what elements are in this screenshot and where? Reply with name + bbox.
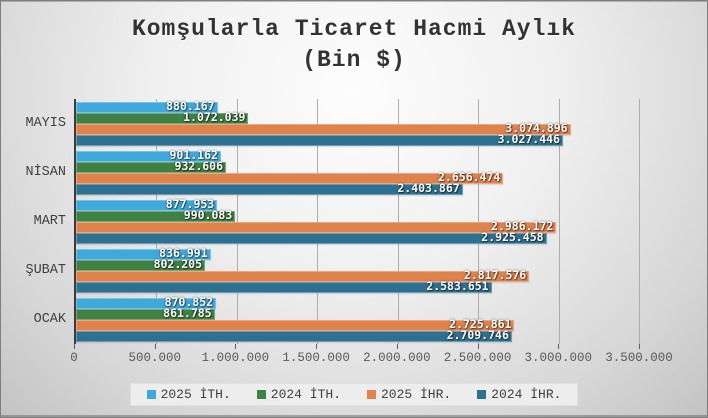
bar-2024 İTH.-NİSAN: 932.606 <box>76 159 227 174</box>
chart-title-line2: (Bin $) <box>302 47 406 73</box>
bar-value-label: 1.072.039 <box>183 110 246 125</box>
bar-value-label: 2.986.172 <box>491 219 554 234</box>
bar-value-label: 2.925.458 <box>481 230 544 245</box>
bar-value-label: 880.167 <box>166 99 215 114</box>
bar-group-OCAK: 870.852 861.785 2.725.861 2.709.746 <box>76 295 639 344</box>
bar-value-label: 802.205 <box>153 257 203 272</box>
bar-2024 İHR.-MAYIS: 3.027.446 <box>76 132 563 147</box>
legend-label: 2024 İTH. <box>270 387 341 402</box>
legend-label: 2025 İHR. <box>381 387 452 402</box>
bar-value-label: 870.852 <box>164 295 214 310</box>
bar-2024 İTH.-ŞUBAT: 802.205 <box>76 257 206 272</box>
x-tick-label: 0 <box>70 351 78 365</box>
bar-2025 İTH.-OCAK: 870.852 <box>76 295 217 310</box>
bar-value-label: 901.162 <box>169 148 218 163</box>
bar-value-label: 3.074.896 <box>505 121 568 136</box>
bar-2025 İHR.-MART: 2.986.172 <box>76 219 557 234</box>
category-label-3: MART <box>33 214 66 229</box>
bar-group-MAYIS: 880.167 1.072.039 3.074.896 3.027.446 <box>76 99 639 148</box>
x-tick-mark <box>316 344 318 349</box>
category-label-1: MAYIS <box>25 116 66 131</box>
x-tick-label: 1.000.000 <box>201 351 270 365</box>
gridline <box>558 99 560 344</box>
bar-value-label: 2.403.867 <box>397 181 460 196</box>
legend-label: 2025 İTH. <box>160 387 231 402</box>
x-tick-mark <box>396 344 398 349</box>
x-tick-mark <box>558 344 560 349</box>
bar-value-label: 932.606 <box>174 159 224 174</box>
legend-swatch-icon <box>256 390 266 399</box>
bar-2025 İTH.-ŞUBAT: 836.991 <box>76 246 211 261</box>
x-tick-label: 500.000 <box>128 351 181 365</box>
y-axis-category-labels: MAYIS NİSAN MART ŞUBAT OCAK <box>1 99 74 344</box>
bar-2024 İTH.-OCAK: 861.785 <box>76 306 215 321</box>
x-tick-label: 2.000.000 <box>363 351 431 365</box>
legend: 2025 İTH. 2024 İTH. 2025 İHR. 2024 İHR. <box>129 383 579 406</box>
bar-value-label: 2.583.651 <box>426 279 489 294</box>
bar-value-label: 2.709.746 <box>446 328 509 343</box>
plot-area: 880.167 1.072.039 3.074.896 3.027.446 901.16… <box>74 99 640 344</box>
bar-2024 İTH.-MART: 990.083 <box>76 208 236 223</box>
bar-value-label: 3.027.446 <box>497 132 560 147</box>
x-axis: 0 500.000 1.000.000 1.500.000 2.000.000 2.500… <box>70 344 673 370</box>
x-tick-label: 3.000.000 <box>524 351 593 365</box>
chart-title: Komşularla Ticaret Hacmi Aylık (Bin $) <box>1 1 707 76</box>
legend-item-2025 İHR.: 2025 İHR. <box>367 387 451 402</box>
bar-value-label: 877.953 <box>165 197 215 212</box>
x-tick-label: 1.500.000 <box>282 351 350 365</box>
legend-wrap: 2025 İTH. 2024 İTH. 2025 İHR. 2024 İHR. <box>1 383 707 406</box>
chart-body: MAYIS NİSAN MART ŞUBAT OCAK 880.167 1.072.039… <box>1 99 707 344</box>
bar-2025 İHR.-ŞUBAT: 2.817.576 <box>76 268 530 283</box>
bar-2025 İHR.-OCAK: 2.725.861 <box>76 317 515 332</box>
chart-title-line1: Komşularla Ticaret Hacmi Aylık <box>131 16 577 42</box>
category-label-2: NİSAN <box>25 165 66 180</box>
x-tick-mark <box>639 344 640 349</box>
legend-swatch-icon <box>367 390 376 399</box>
category-label-5: OCAK <box>33 312 66 327</box>
x-tick-mark <box>74 344 75 349</box>
legend-swatch-icon <box>477 390 487 399</box>
bar-value-label: 836.991 <box>159 246 208 261</box>
x-tick-mark <box>154 344 156 349</box>
bar-value-label: 861.785 <box>163 306 212 321</box>
x-tick-label: 3.500.000 <box>605 351 673 365</box>
x-tick-label: 2.500.000 <box>443 351 512 365</box>
bar-2024 İHR.-MART: 2.925.458 <box>76 230 547 245</box>
legend-item-2025 İTH.: 2025 İTH. <box>146 387 231 402</box>
bar-2024 İHR.-ŞUBAT: 2.583.651 <box>76 279 492 294</box>
bar-group-NİSAN: 901.162 932.606 2.656.474 2.403.867 <box>76 148 639 197</box>
bar-2025 İHR.-NİSAN: 2.656.474 <box>76 170 504 185</box>
bar-2025 İTH.-MART: 877.953 <box>76 197 218 212</box>
bar-group-ŞUBAT: 836.991 802.205 2.817.576 2.583.651 <box>76 246 639 295</box>
bar-2025 İHR.-MAYIS: 3.074.896 <box>76 121 571 136</box>
bar-value-label: 990.083 <box>183 208 233 223</box>
bar-value-label: 2.817.576 <box>463 268 527 283</box>
bar-2024 İTH.-MAYIS: 1.072.039 <box>76 110 249 125</box>
bar-2025 İTH.-MAYIS: 880.167 <box>76 99 218 114</box>
legend-item-2024 İHR.: 2024 İHR. <box>477 387 561 402</box>
bar-2025 İTH.-NİSAN: 901.162 <box>76 148 221 163</box>
bar-group-MART: 877.953 990.083 2.986.172 2.925.458 <box>76 197 639 246</box>
bar-value-label: 2.656.474 <box>438 170 501 185</box>
x-tick-mark <box>235 344 237 349</box>
gridline <box>639 99 640 344</box>
legend-label: 2024 İHR. <box>491 387 562 402</box>
legend-item-2024 İTH.: 2024 İTH. <box>256 387 341 402</box>
bar-2024 İHR.-OCAK: 2.709.746 <box>76 328 512 343</box>
x-tick-mark <box>477 344 479 349</box>
legend-swatch-icon <box>146 390 156 399</box>
category-label-4: ŞUBAT <box>25 263 66 278</box>
bar-value-label: 2.725.861 <box>449 317 512 332</box>
bar-2024 İHR.-NİSAN: 2.403.867 <box>76 181 463 196</box>
